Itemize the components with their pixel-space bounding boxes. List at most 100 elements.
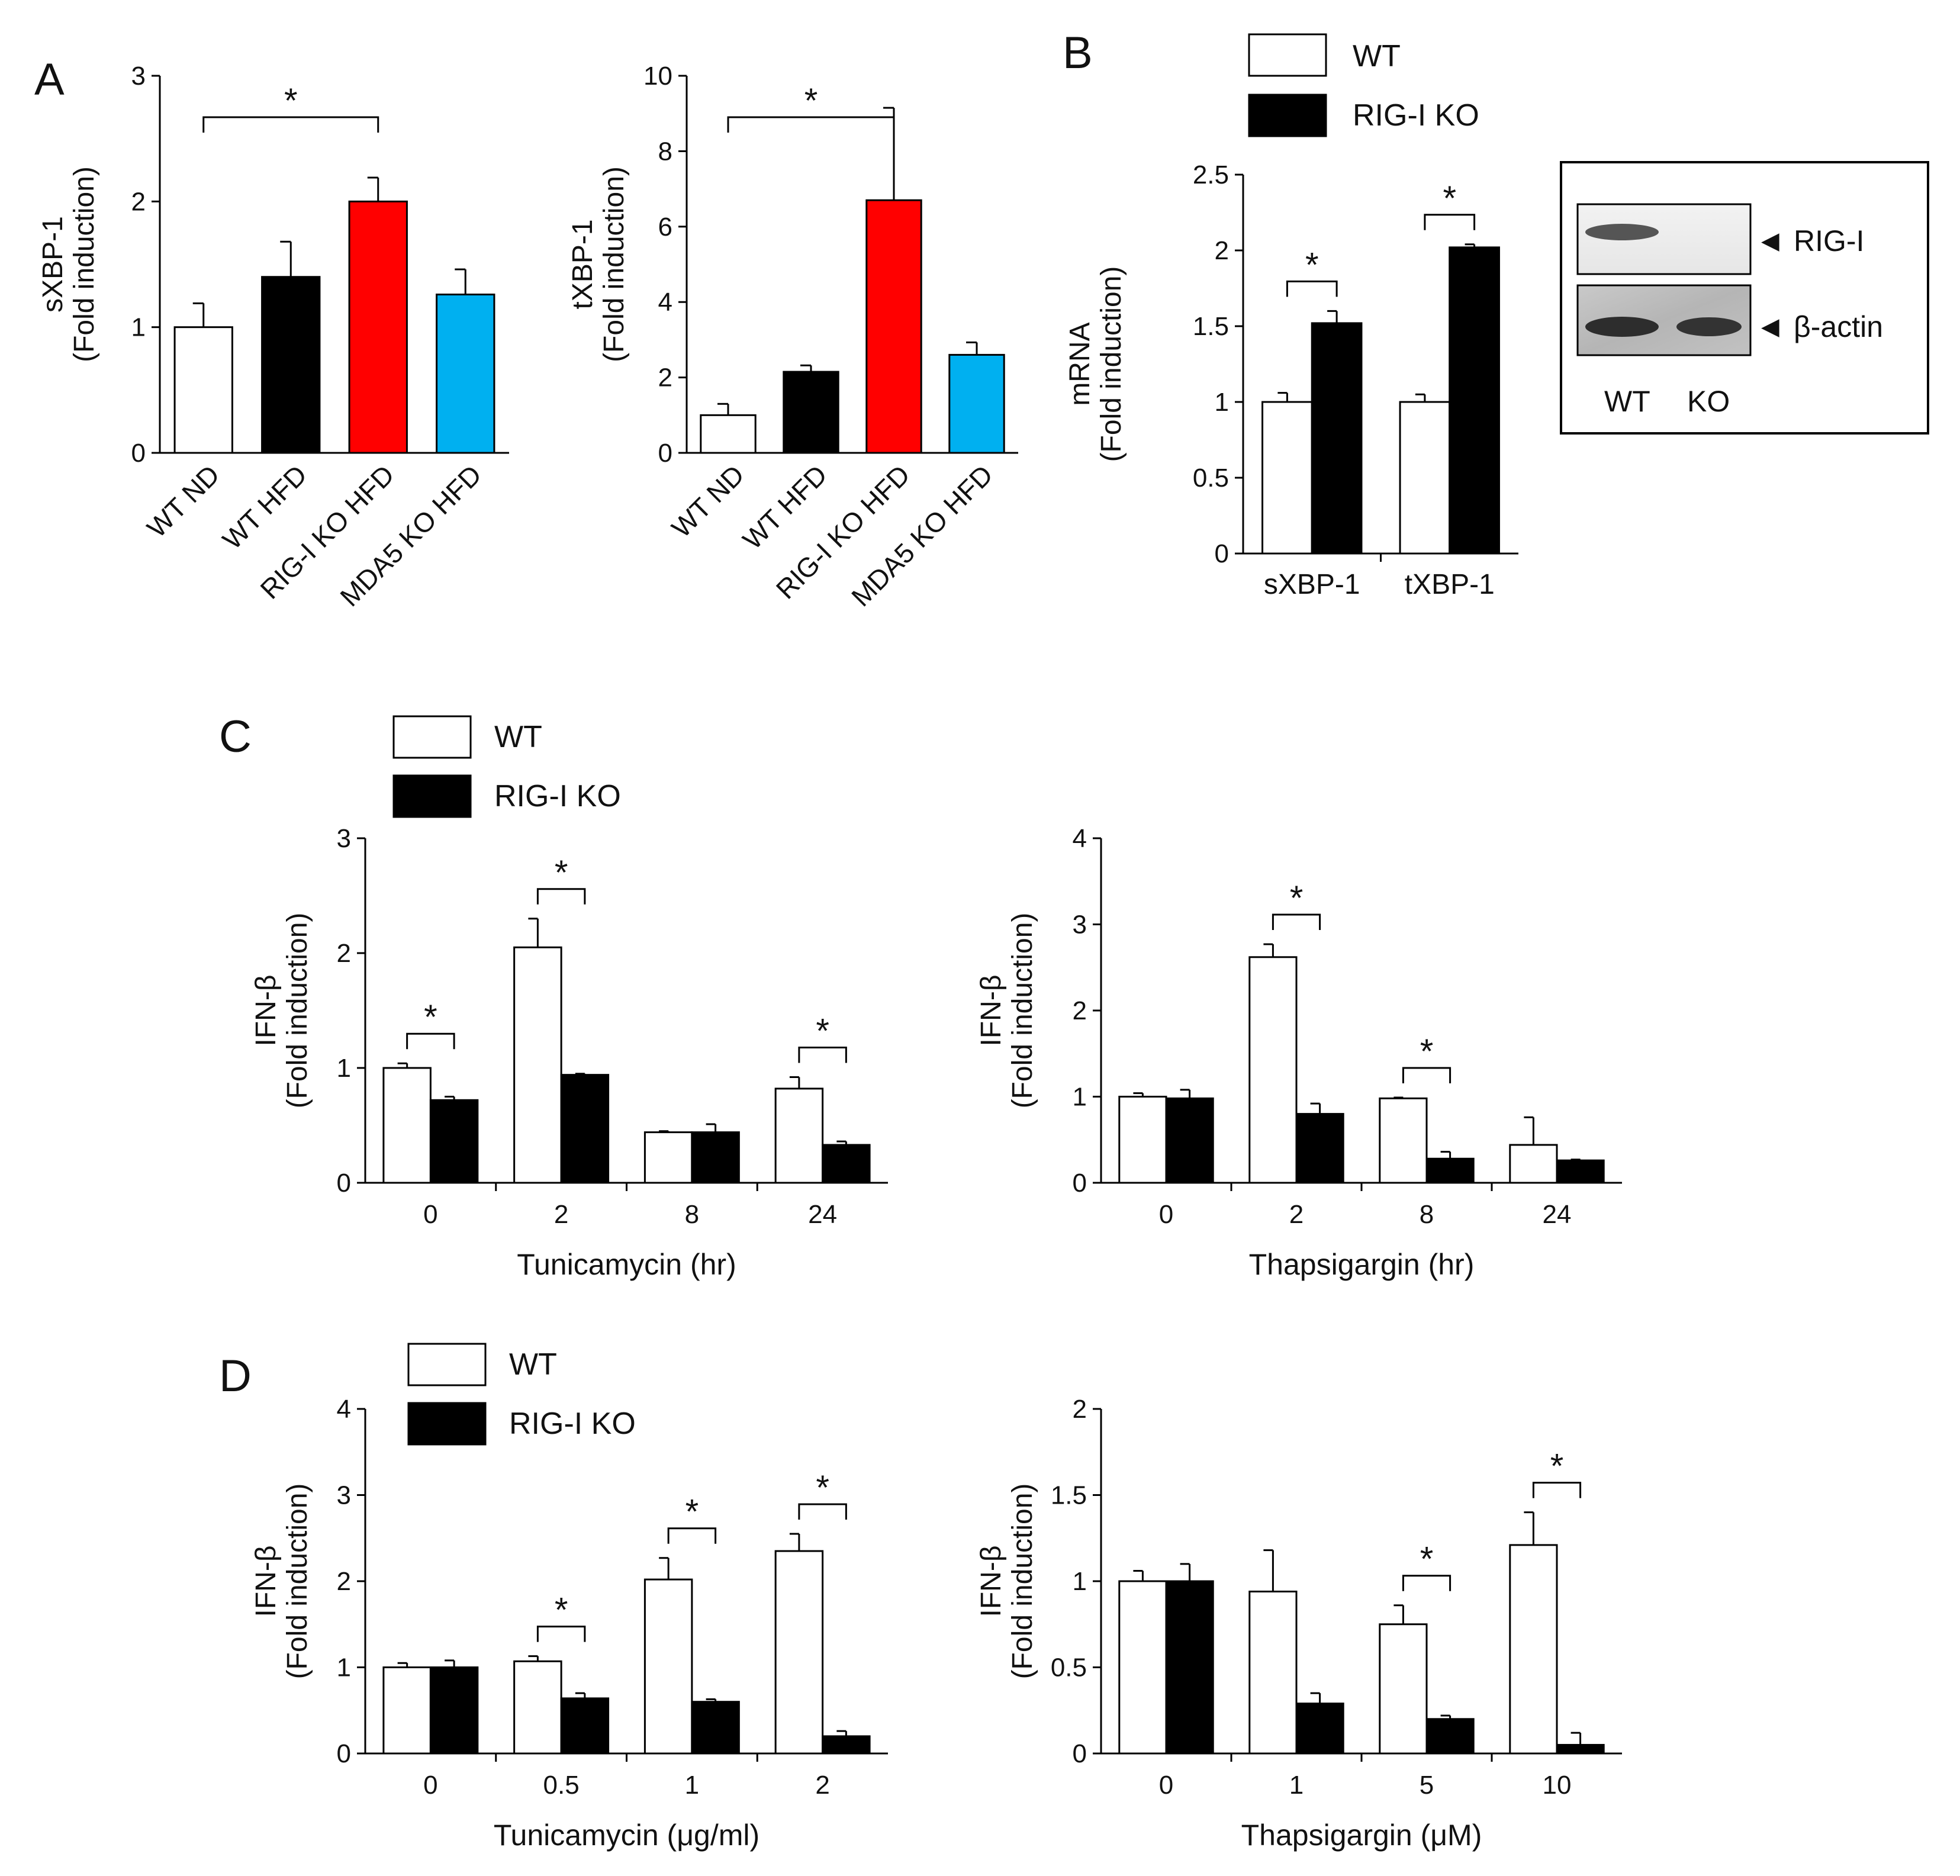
chart-d2-xlabel: Thapsigargin (μM) [1241, 1819, 1482, 1852]
chart-c1-ylabel-line1: IFN-β [250, 975, 282, 1047]
blot-band-actin-wt [1585, 317, 1659, 337]
chart-c2-category-label: 0 [1159, 1200, 1173, 1229]
chart-d1-bar-ko [560, 1697, 610, 1755]
chart-c2-ytick-label: 4 [1073, 824, 1087, 853]
chart-d2-ylabel-line1: IFN-β [976, 1546, 1007, 1617]
chart-d1-category-label: 0 [423, 1771, 437, 1800]
chart-d1-ylabel-line2: (Fold induction) [282, 1484, 313, 1679]
chart-a1-ylabel-line1: sXBP-1 [37, 216, 69, 313]
chart-c1-bar-wt [513, 946, 562, 1184]
chart-b-sig-bracket [1286, 280, 1338, 297]
chart-d2-category-label: 0 [1159, 1771, 1173, 1800]
chart-c1-sig-bracket [536, 888, 586, 905]
chart-c2-ytick-label: 0 [1073, 1169, 1087, 1198]
chart-d1-ytick-label: 2 [337, 1567, 351, 1596]
chart-a2-ytick-label: 10 [643, 62, 672, 91]
chart-d2-ytick-label: 2 [1073, 1395, 1087, 1424]
blot-lane-wt: WT [1604, 385, 1650, 418]
panel-label-a: A [34, 54, 65, 105]
legend-b-wt-swatch [1248, 33, 1327, 77]
chart-b-category-label: tXBP-1 [1405, 569, 1495, 600]
chart-c1-ytick-label: 0 [337, 1169, 351, 1198]
chart-d1-sig-star: * [685, 1493, 699, 1531]
chart-b-ytick-label: 1.5 [1193, 312, 1229, 341]
chart-b-bar-ko [1311, 322, 1363, 555]
chart-a1-ytick-label: 1 [131, 313, 146, 342]
chart-b-sig-star: * [1443, 179, 1456, 218]
chart-c1-category-label: 8 [685, 1200, 699, 1229]
chart-c2-ytick-label: 2 [1073, 996, 1087, 1025]
chart-d2-category-label: 5 [1420, 1771, 1434, 1800]
chart-c1-sig-bracket [406, 1032, 455, 1050]
chart-c1-category-label: 2 [554, 1200, 568, 1229]
chart-c2-bar-ko [1556, 1159, 1605, 1184]
panel-label-b: B [1063, 28, 1093, 78]
chart-c2-sig-star: * [1290, 879, 1304, 918]
chart-d1-bar-ko [822, 1735, 871, 1755]
chart-a1-bar [261, 276, 321, 454]
legend-d-ko-label: RIG-I KO [509, 1407, 636, 1441]
legend-c-ko-swatch [392, 774, 472, 818]
chart-c2-bar-ko [1165, 1097, 1214, 1184]
chart-d2-category-label: 1 [1289, 1771, 1304, 1800]
chart-d2-bar-wt [1379, 1623, 1428, 1755]
chart-c2-bar-wt [1248, 956, 1298, 1184]
chart-d2-sig-star: * [1550, 1447, 1564, 1486]
chart-a1-ytick-label: 3 [131, 62, 146, 91]
chart-a2-ytick-label: 6 [658, 213, 672, 242]
chart-d1-ytick-label: 0 [337, 1739, 351, 1768]
western-blot: ◀ RIG-I ◀ β-actin WT KO [1560, 161, 1929, 435]
legend-c: WT RIG-I KO [392, 715, 621, 818]
chart-c1-bar-ko [822, 1144, 871, 1184]
chart-a1-category-label: WT ND [141, 459, 226, 543]
legend-d-wt-label: WT [509, 1347, 557, 1382]
chart-a2-ylabel-line2: (Fold induction) [598, 166, 630, 362]
chart-d1-sig-star: * [555, 1591, 568, 1630]
chart-d1-bar-ko [691, 1701, 740, 1755]
chart-d2-ytick-label: 1 [1073, 1567, 1087, 1596]
chart-c1-bar-ko [560, 1074, 610, 1184]
chart-d2-ylabel-line2: (Fold induction) [1007, 1484, 1038, 1679]
chart-d2-bar-ko [1165, 1580, 1214, 1755]
chart-c2-category-label: 8 [1420, 1200, 1434, 1229]
chart-a2-category-label: WT ND [665, 459, 750, 543]
panel-label-c: C [219, 712, 252, 762]
chart-c1-category-label: 24 [808, 1200, 837, 1229]
chart-a2-category-label: MDA5 KO HFD [845, 459, 999, 612]
legend-d: WT RIG-I KO [407, 1343, 636, 1446]
chart-d1-category-label: 0.5 [543, 1771, 580, 1800]
chart-d2-ytick-label: 0.5 [1051, 1653, 1087, 1682]
chart-a1-bar [348, 200, 408, 454]
chart-a2-ylabel-line1: tXBP-1 [567, 219, 598, 309]
chart-d1-category-label: 1 [685, 1771, 699, 1800]
legend-c-ko-label: RIG-I KO [494, 779, 621, 813]
chart-d1-ylabel-line1: IFN-β [250, 1546, 282, 1617]
chart-d2-category-label: 10 [1543, 1771, 1572, 1800]
chart-a1-ytick-label: 2 [131, 187, 146, 216]
chart-d2-ytick-label: 1.5 [1051, 1481, 1087, 1510]
chart-c1-sig-star: * [816, 1012, 829, 1051]
chart-a2-ytick-label: 4 [658, 288, 672, 317]
chart-c1-xlabel: Tunicamycin (hr) [517, 1248, 736, 1281]
chart-c1-bar-wt [774, 1087, 824, 1184]
chart-d2-ytick-label: 0 [1073, 1739, 1087, 1768]
blot-marker-actin: ◀ [1761, 314, 1779, 340]
chart-d2-bar-ko [1556, 1743, 1605, 1755]
chart-b-category-label: sXBP-1 [1264, 569, 1360, 600]
chart-b-ylabel-line1: mRNA [1064, 322, 1096, 406]
chart-d1-bar-wt [513, 1660, 562, 1755]
chart-c2-sig-bracket [1402, 1067, 1452, 1083]
chart-a2-sig-bracket [727, 116, 895, 133]
chart-d1-sig-bracket [536, 1626, 586, 1642]
chart-d2-sig-bracket [1532, 1482, 1582, 1498]
chart-c1-bar-ko [691, 1131, 740, 1184]
chart-d1-ytick-label: 1 [337, 1653, 351, 1682]
blot-band-rig-i-wt [1585, 224, 1659, 240]
chart-b-ytick-label: 2.5 [1193, 160, 1229, 189]
chart-c2-category-label: 24 [1543, 1200, 1572, 1229]
legend-d-wt-swatch [407, 1343, 487, 1386]
chart-a2-sig-star: * [804, 82, 818, 120]
chart-b-bar-ko [1449, 246, 1500, 555]
chart-b-ylabel-line2: (Fold induction) [1096, 266, 1127, 462]
